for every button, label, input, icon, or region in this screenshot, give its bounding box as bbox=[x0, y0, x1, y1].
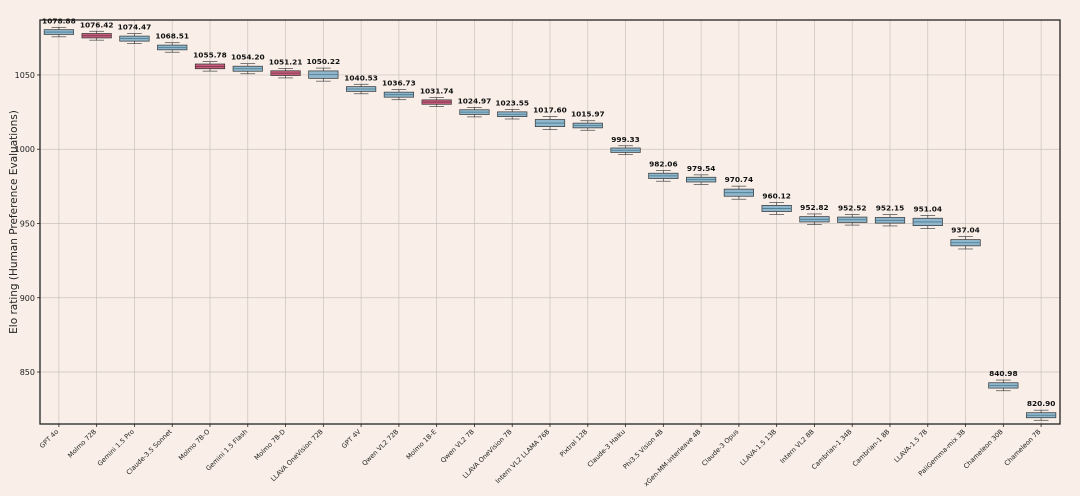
value-label: 820.90 bbox=[1027, 399, 1056, 408]
x-tick-label: Molmo 7B-O bbox=[177, 428, 211, 462]
grid-layer bbox=[40, 20, 1060, 424]
value-label: 1031.74 bbox=[420, 87, 454, 96]
value-label: 960.12 bbox=[762, 192, 791, 201]
value-label: 937.04 bbox=[951, 225, 980, 234]
x-tick-label: Molmo 1B-E bbox=[405, 428, 438, 461]
x-tick-label: Qwen VL2 7B bbox=[439, 427, 476, 464]
x-tick-label: GPT 4o bbox=[38, 428, 60, 450]
y-tick-label: 1000 bbox=[15, 145, 35, 154]
value-label: 1050.22 bbox=[306, 57, 340, 66]
value-label: 1015.97 bbox=[571, 110, 605, 119]
x-tick-label: Molmo 72B bbox=[66, 427, 98, 459]
x-tick-label: LLAVA-1.5 7B bbox=[893, 427, 930, 464]
x-tick-label: Chameleon 30B bbox=[962, 427, 1005, 470]
value-label: 1074.47 bbox=[118, 23, 152, 32]
x-tick-label: Cambrian-1 34B bbox=[810, 427, 854, 471]
x-tick-label: LLAVA-1.5 13B bbox=[739, 427, 779, 467]
value-label: 1051.21 bbox=[269, 57, 303, 66]
y-tick-label: 1050 bbox=[15, 71, 35, 80]
x-tick-label: Chameleon 7B bbox=[1003, 427, 1043, 467]
value-label: 1036.73 bbox=[382, 79, 416, 88]
x-tick-label: Qwen VL2 72B bbox=[360, 427, 400, 467]
value-label: 1076.42 bbox=[80, 20, 114, 29]
value-label: 840.98 bbox=[989, 369, 1018, 378]
x-tick-label: GPT 4V bbox=[340, 427, 363, 450]
x-tick-label: Gemini 1.5 Flash bbox=[204, 428, 249, 473]
value-label: 970.74 bbox=[725, 175, 754, 184]
value-label: 1078.88 bbox=[42, 16, 76, 25]
value-label: 952.15 bbox=[876, 204, 905, 213]
x-tick-label: Claude-3 Haiku bbox=[586, 428, 627, 469]
box-layer bbox=[43, 26, 1057, 421]
value-label: 1055.78 bbox=[193, 51, 227, 60]
value-label: 951.04 bbox=[914, 204, 943, 213]
y-axis-label: Elo rating (Human Preference Evaluations… bbox=[8, 110, 20, 334]
value-label: 952.52 bbox=[838, 203, 867, 212]
value-label: 982.06 bbox=[649, 160, 678, 169]
value-label: 999.33 bbox=[611, 135, 640, 144]
x-tick-label: Phi3.5 Vision 4B bbox=[622, 427, 666, 471]
y-tick-label: 950 bbox=[20, 219, 35, 228]
value-label: 1040.53 bbox=[344, 73, 378, 82]
value-label: 1068.51 bbox=[155, 32, 189, 41]
x-tick-label: Claude-3 Opus bbox=[700, 427, 740, 467]
x-tick-label: Pixtral 12B bbox=[558, 427, 589, 458]
y-tick-label: 850 bbox=[20, 368, 35, 377]
value-label: 979.54 bbox=[687, 164, 716, 173]
y-tick-layer: 850 900 950 1000 1050 bbox=[15, 71, 40, 377]
y-tick-label: 900 bbox=[20, 294, 35, 303]
x-tick-label: Cambrian-1 8B bbox=[851, 427, 892, 468]
x-tick-label: Gemini 1.5 Pro bbox=[96, 428, 136, 468]
value-label: 1054.20 bbox=[231, 53, 265, 62]
x-tick-label: Intern VL2 8B bbox=[778, 427, 816, 465]
value-label: 952.82 bbox=[800, 203, 829, 212]
x-tick-label: Molmo 7B-D bbox=[253, 428, 287, 462]
value-label: 1023.55 bbox=[495, 98, 529, 107]
value-label: 1017.60 bbox=[533, 106, 567, 115]
value-label: 1024.97 bbox=[458, 96, 492, 105]
